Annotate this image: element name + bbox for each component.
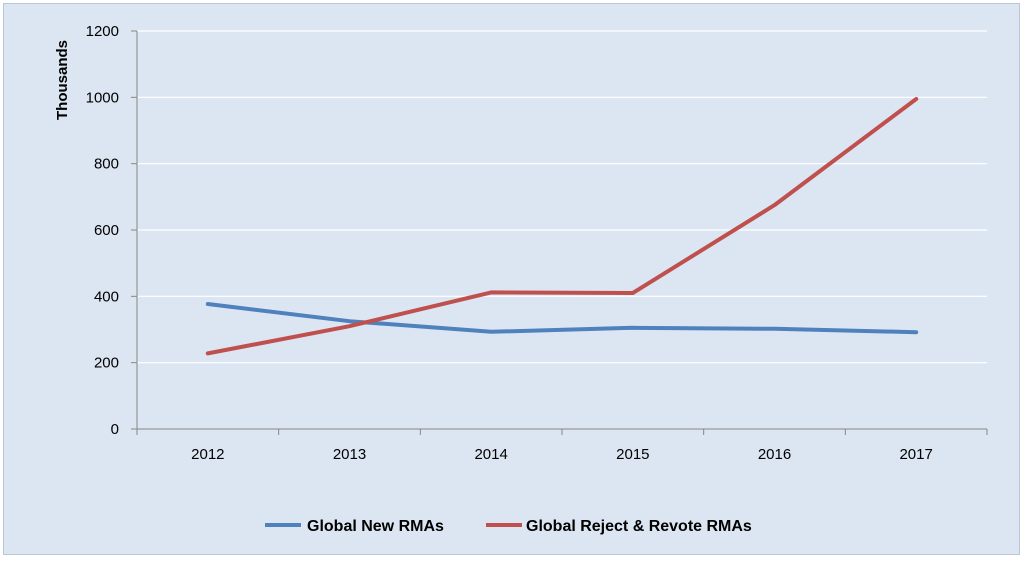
legend: Global New RMAs Global Reject & Revote RM…	[265, 518, 752, 535]
series-line-global-new-rmas	[205, 302, 919, 335]
y-axis-title: Thousands	[54, 40, 71, 120]
y-tick-label: 200	[94, 355, 119, 372]
y-tick-label: 1200	[86, 23, 119, 40]
series-line-global-reject-revote-rmas	[205, 97, 919, 356]
y-tick-label: 600	[94, 222, 119, 239]
x-tick-label: 2016	[758, 446, 791, 463]
x-tick-label: 2012	[191, 446, 224, 463]
series-lines	[205, 97, 919, 356]
legend-label: Global New RMAs	[307, 518, 444, 535]
chart-area	[3, 3, 1020, 555]
y-axis-ticks: 0 200 400 600 800 1000 1200	[86, 23, 137, 438]
legend-label: Global Reject & Revote RMAs	[526, 518, 752, 535]
x-tick-label: 2014	[474, 446, 507, 463]
x-axis-ticks: 2012 2013 2014 2015 2016 2017	[136, 429, 988, 463]
x-tick-label: 2013	[333, 446, 366, 463]
y-tick-label: 0	[111, 421, 119, 438]
gridlines	[137, 30, 987, 364]
x-tick-label: 2017	[899, 446, 932, 463]
x-tick-label: 2015	[616, 446, 649, 463]
y-tick-label: 800	[94, 156, 119, 173]
y-tick-label: 400	[94, 288, 119, 305]
y-tick-label: 1000	[86, 89, 119, 106]
